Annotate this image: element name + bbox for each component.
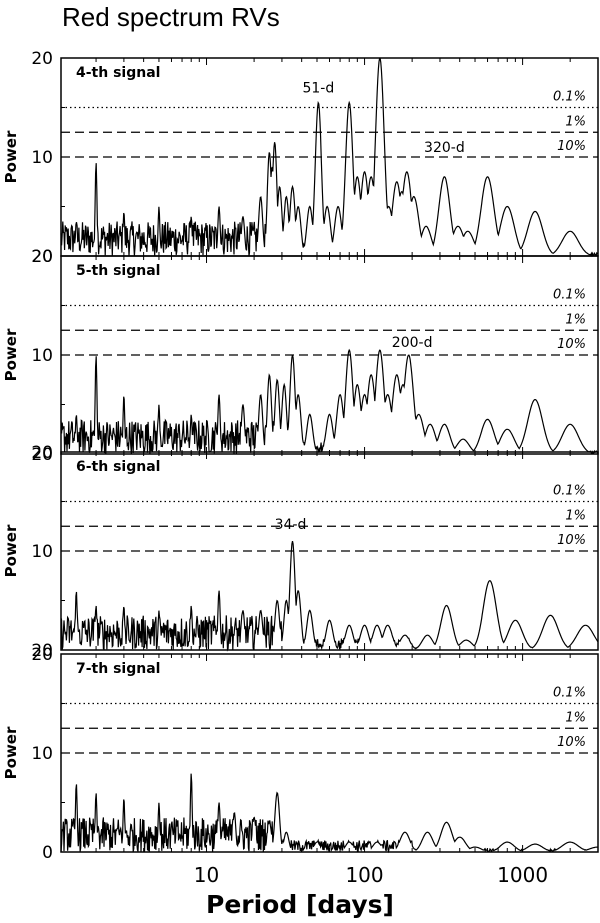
y-axis-label: Power (2, 524, 20, 577)
panel-label: 5-th signal (76, 263, 160, 279)
threshold-label: 0.1% (553, 686, 586, 701)
y-tick-label: 0 (42, 843, 53, 863)
threshold-label: 1% (565, 508, 586, 523)
y-tick-label: 10 (31, 744, 53, 764)
y-axis-label: Power (2, 726, 20, 779)
threshold-label: 0.1% (553, 484, 586, 499)
peak-annotation: 51-d (302, 81, 334, 97)
y-tick-label: 20 (31, 645, 53, 665)
panel-label: 4-th signal (76, 65, 160, 81)
y-axis-label: Power (2, 328, 20, 381)
threshold-label: 1% (565, 312, 586, 327)
periodogram-series (60, 57, 599, 258)
x-tick-label: 1000 (497, 863, 548, 887)
y-tick-label: 20 (31, 445, 53, 465)
periodogram-series (60, 540, 599, 652)
y-tick-label: 20 (31, 641, 53, 661)
threshold-label: 10% (557, 337, 586, 352)
peak-annotation: 34-d (275, 517, 307, 533)
x-axis-label: Period [days] (206, 890, 394, 919)
y-axis-label: Power (2, 130, 20, 183)
y-tick-label: 10 (31, 148, 53, 168)
x-tick-label: 10 (194, 863, 219, 887)
panel-label: 7-th signal (76, 661, 160, 677)
page-title: Red spectrum RVs (62, 2, 280, 32)
y-tick-label: 20 (31, 247, 53, 267)
threshold-label: 0.1% (553, 90, 586, 105)
threshold-label: 10% (557, 139, 586, 154)
threshold-label: 10% (557, 735, 586, 750)
periodogram-series (60, 348, 599, 455)
threshold-label: 0.1% (553, 288, 586, 303)
y-tick-label: 20 (31, 443, 53, 463)
y-tick-label: 10 (31, 346, 53, 366)
panel-label: 6-th signal (76, 459, 160, 475)
x-tick-label: 100 (345, 863, 383, 887)
peak-annotation: 200-d (392, 335, 433, 351)
y-tick-label: 20 (31, 49, 53, 69)
threshold-label: 1% (565, 710, 586, 725)
y-tick-label: 20 (31, 247, 53, 267)
threshold-label: 10% (557, 533, 586, 548)
y-tick-label: 10 (31, 542, 53, 562)
peak-annotation: 320-d (424, 140, 465, 156)
threshold-label: 1% (565, 114, 586, 129)
periodogram-series (60, 773, 599, 854)
